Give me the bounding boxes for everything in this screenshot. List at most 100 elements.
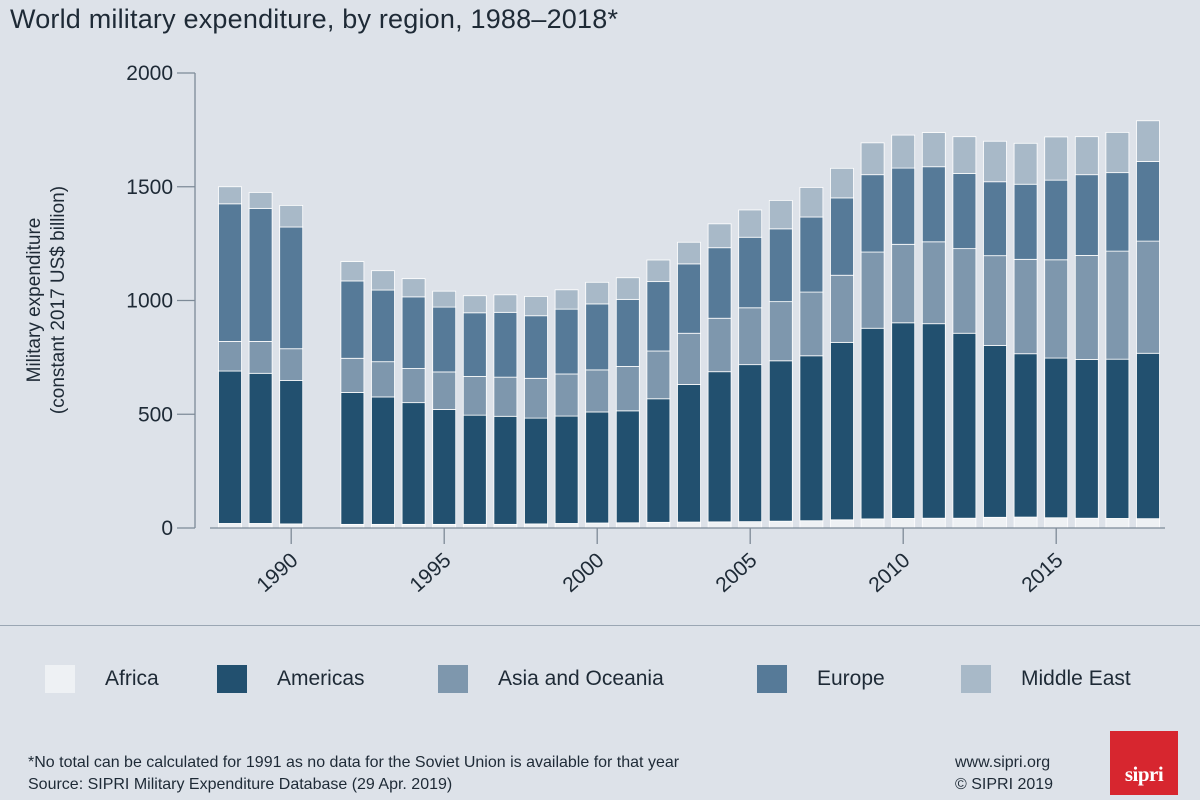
bar-asia-and-oceania-1989 (248, 341, 273, 374)
legend-swatch-africa (45, 665, 75, 693)
bar-africa-2015 (1044, 517, 1069, 529)
bar-middle-east-2015 (1044, 136, 1069, 181)
bar-europe-1999 (554, 308, 579, 375)
bar-asia-and-oceania-2004 (707, 317, 732, 373)
bar-americas-2005 (738, 364, 763, 523)
bar-asia-and-oceania-2010 (891, 243, 916, 324)
bar-americas-1999 (554, 415, 579, 524)
bar-europe-2014 (1013, 183, 1038, 260)
bar-asia-and-oceania-1998 (524, 377, 548, 419)
y-tick-label: 2000 (126, 62, 173, 85)
legend-label-middle-east: Middle East (1021, 667, 1131, 690)
bar-europe-2010 (891, 167, 916, 245)
bar-europe-2006 (768, 228, 793, 303)
legend-swatch-asia-oceania (438, 665, 468, 693)
bar-americas-1990 (279, 380, 304, 525)
bar-middle-east-2007 (799, 187, 824, 218)
legend-label-americas: Americas (277, 667, 365, 690)
bar-europe-1992 (340, 280, 365, 359)
bar-middle-east-2017 (1105, 131, 1130, 174)
bar-asia-and-oceania-1996 (462, 376, 487, 416)
legend-label-africa: Africa (105, 667, 159, 690)
legend-swatch-middle-east (961, 665, 991, 693)
bar-middle-east-1998 (524, 296, 548, 317)
bar-europe-2017 (1105, 172, 1130, 252)
bar-americas-1989 (248, 372, 273, 524)
bar-europe-2004 (707, 247, 732, 319)
bar-asia-and-oceania-2001 (615, 366, 640, 412)
bar-africa-2008 (830, 519, 854, 529)
bar-asia-and-oceania-2011 (921, 241, 946, 325)
logo-text: sipri (1124, 762, 1164, 786)
legend-item-americas: Americas (217, 665, 365, 693)
y-axis-title: Military expenditure (constant 2017 US$ … (24, 186, 69, 414)
bar-asia-and-oceania-2012 (952, 248, 977, 334)
legend-item-middle-east: Middle East (961, 665, 1131, 693)
legend-item-africa: Africa (45, 665, 159, 693)
bar-africa-2005 (738, 521, 763, 529)
bar-europe-2009 (860, 174, 885, 253)
bar-middle-east-2010 (891, 134, 916, 169)
bar-americas-1993 (371, 396, 395, 525)
bar-americas-1997 (493, 415, 518, 525)
bar-europe-1989 (248, 207, 273, 342)
bar-asia-and-oceania-1999 (554, 373, 579, 417)
bar-americas-2013 (983, 345, 1007, 518)
bar-africa-2004 (707, 521, 732, 529)
x-tick-label: 2000 (558, 549, 608, 597)
bar-europe-1995 (432, 306, 457, 373)
bar-asia-and-oceania-2013 (983, 255, 1007, 346)
bar-africa-2018 (1136, 518, 1160, 529)
bar-europe-2003 (677, 263, 701, 334)
bar-americas-2010 (891, 322, 916, 519)
x-tick-label: 1995 (405, 549, 455, 597)
bar-middle-east-1996 (462, 295, 487, 314)
bar-africa-1989 (248, 523, 273, 529)
bar-middle-east-1997 (493, 294, 518, 313)
bar-europe-1990 (279, 226, 304, 350)
bar-europe-2011 (921, 166, 946, 243)
x-tick-label: 2010 (864, 549, 914, 597)
bar-europe-2013 (983, 181, 1007, 257)
bar-middle-east-1988 (218, 186, 242, 205)
bar-middle-east-2004 (707, 223, 732, 249)
bar-middle-east-1994 (401, 278, 426, 298)
legend-label-europe: Europe (817, 667, 885, 690)
bar-americas-2016 (1074, 359, 1099, 519)
bar-middle-east-2002 (646, 259, 671, 283)
x-tick-label: 2015 (1017, 549, 1067, 597)
bar-asia-and-oceania-1992 (340, 357, 365, 393)
credits-block: www.sipri.org © SIPRI 2019 (955, 752, 1053, 796)
sipri-logo: sipri (1110, 731, 1178, 795)
legend-swatch-europe (757, 665, 787, 693)
y-axis-title-line1: Military expenditure (24, 218, 45, 383)
legend-swatch-americas (217, 665, 247, 693)
legend-label-asia-oceania: Asia and Oceania (498, 667, 664, 690)
bar-middle-east-1990 (279, 205, 304, 228)
bar-africa-1988 (218, 523, 242, 529)
bar-americas-2007 (799, 355, 824, 522)
bar-americas-2014 (1013, 353, 1038, 518)
bar-europe-1997 (493, 311, 518, 378)
chart: Military expenditure (constant 2017 US$ … (24, 62, 1165, 597)
website-link[interactable]: www.sipri.org (955, 754, 1051, 771)
bar-americas-1998 (524, 417, 548, 525)
bar-africa-2003 (677, 521, 701, 529)
bar-asia-and-oceania-2014 (1013, 258, 1038, 355)
bar-asia-and-oceania-1997 (493, 376, 518, 417)
bar-middle-east-2005 (738, 209, 763, 238)
bar-middle-east-2012 (952, 136, 977, 174)
bar-americas-2017 (1105, 358, 1130, 519)
bar-asia-and-oceania-2005 (738, 307, 763, 366)
bar-europe-2015 (1044, 179, 1069, 261)
bar-europe-1994 (401, 296, 426, 369)
legend-divider (0, 625, 1200, 626)
bar-asia-and-oceania-2009 (860, 251, 885, 329)
bar-europe-1998 (524, 315, 548, 379)
bar-middle-east-2008 (830, 167, 854, 199)
bar-middle-east-2006 (768, 199, 793, 230)
bar-europe-2000 (585, 303, 610, 371)
legend-item-europe: Europe (757, 665, 885, 693)
bar-americas-1995 (432, 409, 457, 525)
bar-africa-2017 (1105, 518, 1130, 529)
